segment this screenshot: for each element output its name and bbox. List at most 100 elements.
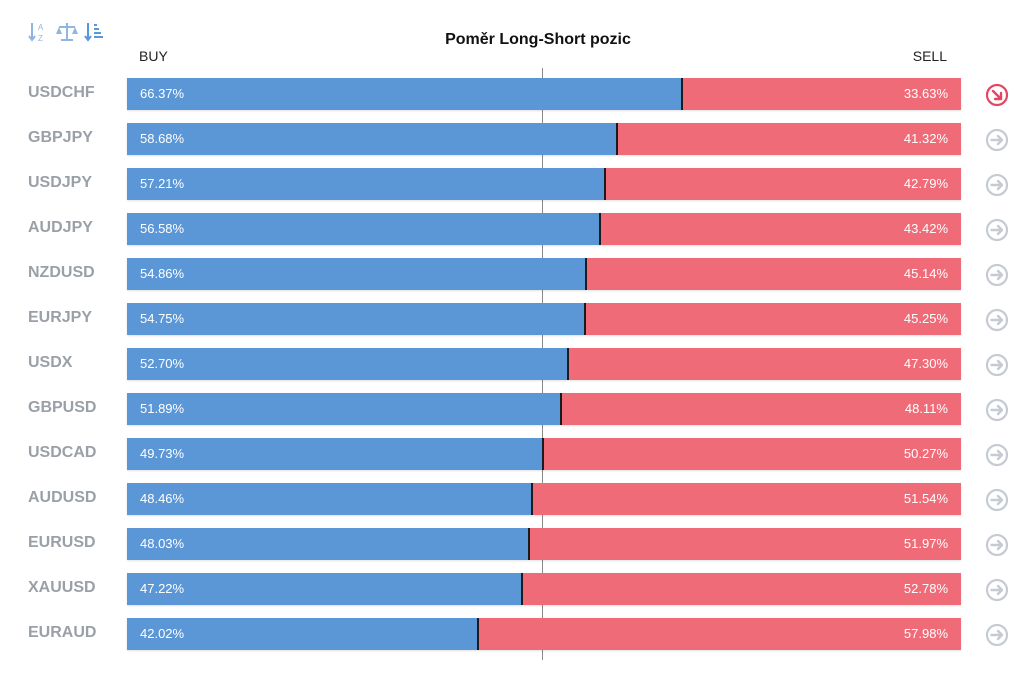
buy-bar: 52.70% bbox=[127, 348, 567, 380]
svg-text:Z: Z bbox=[38, 34, 43, 43]
buy-bar: 42.02% bbox=[127, 618, 477, 650]
arrow-right-icon[interactable] bbox=[985, 173, 1009, 197]
sell-percent-label: 41.32% bbox=[903, 131, 948, 146]
buy-percent-label: 52.70% bbox=[140, 356, 185, 371]
sell-percent-label: 43.42% bbox=[903, 221, 948, 236]
table-row[interactable]: NZDUSD 54.86% 45.14% bbox=[0, 258, 1026, 290]
arrow-right-icon[interactable] bbox=[985, 353, 1009, 377]
sell-bar: 48.11% bbox=[562, 393, 961, 425]
ratio-divider bbox=[616, 123, 618, 155]
table-row[interactable]: USDJPY 57.21% 42.79% bbox=[0, 168, 1026, 200]
table-row[interactable]: GBPUSD 51.89% 48.11% bbox=[0, 393, 1026, 425]
table-row[interactable]: USDX 52.70% 47.30% bbox=[0, 348, 1026, 380]
pair-label[interactable]: USDCAD bbox=[28, 444, 97, 461]
buy-percent-label: 54.75% bbox=[140, 311, 185, 326]
arrow-right-icon[interactable] bbox=[985, 263, 1009, 287]
sell-bar: 52.78% bbox=[523, 573, 961, 605]
pair-label[interactable]: EURJPY bbox=[28, 309, 93, 326]
arrow-right-icon[interactable] bbox=[985, 398, 1009, 422]
sell-bar: 57.98% bbox=[479, 618, 961, 650]
ratio-divider bbox=[584, 303, 586, 335]
sell-percent-label: 45.25% bbox=[903, 311, 948, 326]
pair-label[interactable]: USDJPY bbox=[28, 174, 93, 191]
buy-bar: 57.21% bbox=[127, 168, 604, 200]
buy-bar: 66.37% bbox=[127, 78, 681, 110]
buy-bar: 48.46% bbox=[127, 483, 531, 515]
table-row[interactable]: EURJPY 54.75% 45.25% bbox=[0, 303, 1026, 335]
sell-percent-label: 33.63% bbox=[903, 86, 948, 101]
sell-percent-label: 52.78% bbox=[903, 581, 948, 596]
ratio-bar: 52.70% 47.30% bbox=[127, 348, 961, 380]
pair-label[interactable]: AUDUSD bbox=[28, 489, 97, 506]
buy-percent-label: 58.68% bbox=[140, 131, 185, 146]
arrow-right-icon[interactable] bbox=[985, 488, 1009, 512]
sell-bar: 43.42% bbox=[601, 213, 961, 245]
pair-label[interactable]: XAUUSD bbox=[28, 579, 96, 596]
buy-header: BUY bbox=[139, 48, 168, 64]
buy-percent-label: 51.89% bbox=[140, 401, 185, 416]
ratio-divider bbox=[521, 573, 523, 605]
ratio-bar: 58.68% 41.32% bbox=[127, 123, 961, 155]
table-row[interactable]: GBPJPY 58.68% 41.32% bbox=[0, 123, 1026, 155]
ratio-bar: 47.22% 52.78% bbox=[127, 573, 961, 605]
sell-bar: 42.79% bbox=[606, 168, 961, 200]
table-row[interactable]: USDCAD 49.73% 50.27% bbox=[0, 438, 1026, 470]
table-row[interactable]: AUDUSD 48.46% 51.54% bbox=[0, 483, 1026, 515]
pair-label[interactable]: NZDUSD bbox=[28, 264, 95, 281]
ratio-bar: 54.75% 45.25% bbox=[127, 303, 961, 335]
ratio-divider bbox=[531, 483, 533, 515]
buy-percent-label: 48.46% bbox=[140, 491, 185, 506]
arrow-right-icon[interactable] bbox=[985, 533, 1009, 557]
arrow-right-icon[interactable] bbox=[985, 128, 1009, 152]
sell-bar: 41.32% bbox=[618, 123, 961, 155]
table-row[interactable]: EURAUD 42.02% 57.98% bbox=[0, 618, 1026, 650]
ratio-bar: 57.21% 42.79% bbox=[127, 168, 961, 200]
svg-text:A: A bbox=[38, 23, 44, 32]
pair-label[interactable]: EURAUD bbox=[28, 624, 97, 641]
buy-bar: 51.89% bbox=[127, 393, 560, 425]
ratio-divider bbox=[560, 393, 562, 425]
sort-amount-icon[interactable] bbox=[84, 20, 106, 44]
sell-percent-label: 51.54% bbox=[903, 491, 948, 506]
ratio-bar: 48.03% 51.97% bbox=[127, 528, 961, 560]
ratio-bar: 51.89% 48.11% bbox=[127, 393, 961, 425]
table-row[interactable]: USDCHF 66.37% 33.63% bbox=[0, 78, 1026, 110]
buy-bar: 49.73% bbox=[127, 438, 542, 470]
pair-label[interactable]: GBPJPY bbox=[28, 129, 93, 146]
table-row[interactable]: XAUUSD 47.22% 52.78% bbox=[0, 573, 1026, 605]
arrow-down-right-icon[interactable] bbox=[985, 83, 1009, 107]
ratio-divider bbox=[477, 618, 479, 650]
arrow-right-icon[interactable] bbox=[985, 218, 1009, 242]
pair-label[interactable]: EURUSD bbox=[28, 534, 96, 551]
sell-percent-label: 47.30% bbox=[903, 356, 948, 371]
pair-label[interactable]: AUDJPY bbox=[28, 219, 93, 236]
sell-percent-label: 48.11% bbox=[904, 401, 948, 416]
ratio-divider bbox=[528, 528, 530, 560]
pair-label[interactable]: USDCHF bbox=[28, 84, 95, 101]
arrow-right-icon[interactable] bbox=[985, 623, 1009, 647]
balance-scale-icon[interactable] bbox=[56, 20, 78, 44]
buy-bar: 58.68% bbox=[127, 123, 616, 155]
table-row[interactable]: AUDJPY 56.58% 43.42% bbox=[0, 213, 1026, 245]
pair-label[interactable]: GBPUSD bbox=[28, 399, 97, 416]
ratio-bar: 49.73% 50.27% bbox=[127, 438, 961, 470]
buy-percent-label: 66.37% bbox=[140, 86, 185, 101]
ratio-bar: 56.58% 43.42% bbox=[127, 213, 961, 245]
sell-percent-label: 51.97% bbox=[903, 536, 948, 551]
sell-bar: 51.54% bbox=[533, 483, 961, 515]
buy-bar: 54.75% bbox=[127, 303, 584, 335]
arrow-right-icon[interactable] bbox=[985, 443, 1009, 467]
arrow-right-icon[interactable] bbox=[985, 578, 1009, 602]
ratio-divider bbox=[604, 168, 606, 200]
sell-bar: 51.97% bbox=[530, 528, 961, 560]
ratio-divider bbox=[585, 258, 587, 290]
table-row[interactable]: EURUSD 48.03% 51.97% bbox=[0, 528, 1026, 560]
buy-percent-label: 54.86% bbox=[140, 266, 185, 281]
arrow-right-icon[interactable] bbox=[985, 308, 1009, 332]
sell-bar: 50.27% bbox=[544, 438, 961, 470]
sell-percent-label: 57.98% bbox=[903, 626, 948, 641]
pair-label[interactable]: USDX bbox=[28, 354, 73, 371]
chart-title: Poměr Long-Short pozic bbox=[445, 31, 631, 48]
